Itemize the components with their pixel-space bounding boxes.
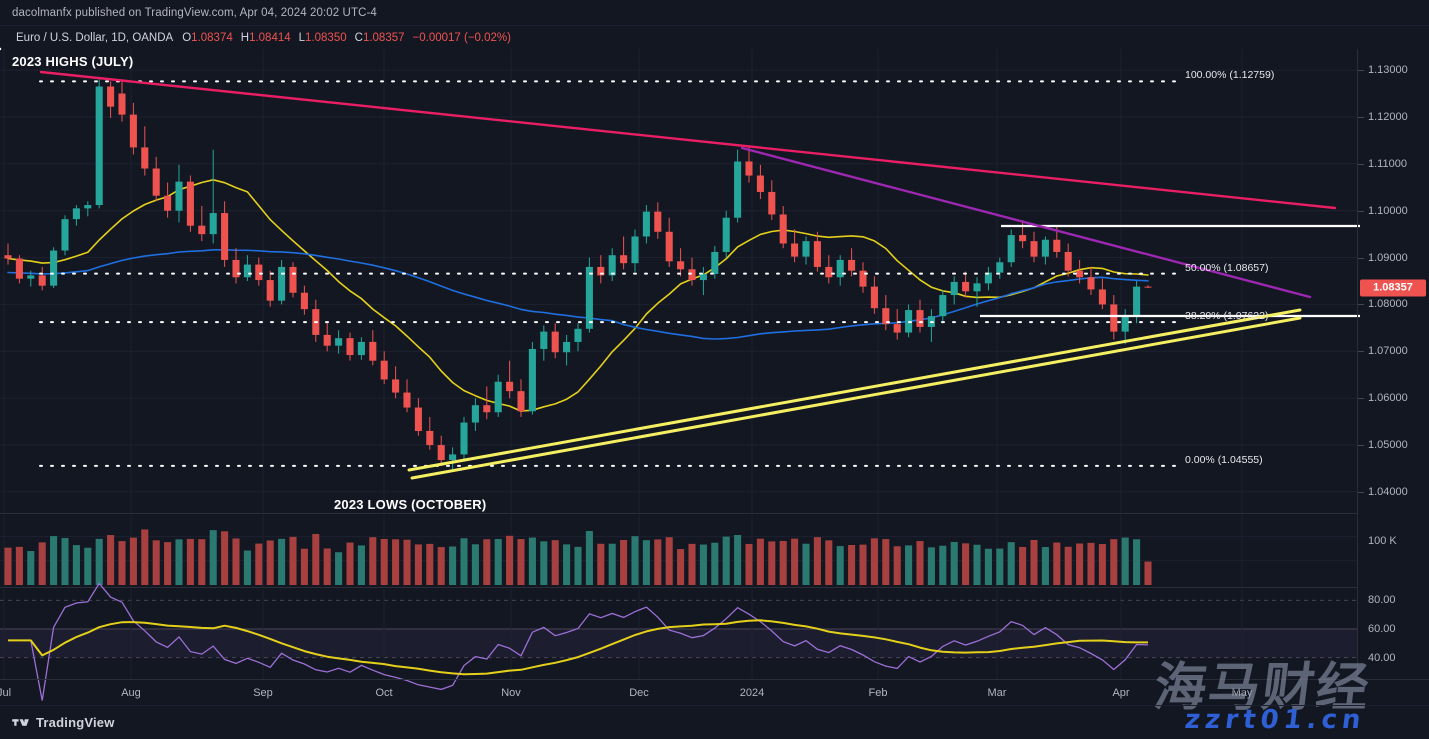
price-axis-tick-mark bbox=[1358, 257, 1364, 259]
price-axis-tick: 1.11000 bbox=[1368, 157, 1407, 170]
price-axis-tick: 1.08000 bbox=[1368, 298, 1408, 311]
fib-level-label: 50.00% (1.08657) bbox=[1185, 261, 1269, 274]
price-pane[interactable] bbox=[0, 47, 1360, 513]
time-axis-tick: Mar bbox=[987, 687, 1007, 699]
price-axis-tick-mark bbox=[1358, 304, 1364, 306]
price-axis-tick: 1.10000 bbox=[1368, 204, 1408, 217]
time-axis-tick: Aug bbox=[121, 687, 141, 699]
volume-chart-svg bbox=[0, 515, 1357, 587]
close-label: C bbox=[354, 31, 363, 44]
tradingview-brand: TradingView bbox=[36, 715, 115, 730]
volume-axis-tick: 100 K bbox=[1368, 535, 1397, 547]
price-axis-tick-mark bbox=[1358, 351, 1364, 353]
symbol-label[interactable]: Euro / U.S. Dollar, 1D, OANDA bbox=[16, 31, 174, 44]
low-value: 1.08350 bbox=[305, 31, 347, 44]
price-axis-tick: 1.06000 bbox=[1368, 392, 1408, 405]
publisher-bar: dacolmanfx published on TradingView.com,… bbox=[0, 0, 1429, 25]
price-axis-tick-mark bbox=[1358, 70, 1364, 72]
high-label: H bbox=[240, 31, 250, 44]
price-axis-tick-mark bbox=[1358, 491, 1364, 493]
time-axis-tick: Sep bbox=[253, 687, 273, 699]
pane-divider-2 bbox=[0, 587, 1357, 588]
price-axis-tick-mark bbox=[1358, 163, 1364, 165]
fib-level-label: 100.00% (1.12759) bbox=[1185, 69, 1275, 82]
rsi-axis-tick: 60.00 bbox=[1368, 623, 1396, 635]
price-axis-tick: 1.13000 bbox=[1368, 64, 1408, 77]
ohlc-legend[interactable]: Euro / U.S. Dollar, 1D, OANDA O 1.08374 … bbox=[0, 25, 1429, 49]
price-axis-tick-mark bbox=[1358, 445, 1364, 447]
close-value: 1.08357 bbox=[362, 31, 405, 44]
rsi-axis-tick: 80.00 bbox=[1368, 594, 1396, 607]
time-axis-tick: Apr bbox=[1112, 687, 1130, 699]
tradingview-logo-icon bbox=[12, 719, 29, 726]
lows-label: 2023 LOWS (OCTOBER) bbox=[334, 497, 487, 512]
footer-bar: TradingView bbox=[0, 705, 1429, 739]
time-axis-tick: Oct bbox=[375, 687, 393, 699]
time-axis-tick: Dec bbox=[629, 687, 649, 699]
price-axis-tick: 1.09000 bbox=[1368, 251, 1408, 264]
price-axis-tick: 1.12000 bbox=[1368, 110, 1408, 123]
price-axis-tick: 1.04000 bbox=[1368, 485, 1408, 498]
price-axis-tick-mark bbox=[1358, 398, 1364, 400]
high-value: 1.08414 bbox=[249, 31, 291, 44]
time-axis[interactable]: Jul Aug Sep Oct Nov Dec 2024 Feb Mar Apr May bbox=[0, 679, 1429, 705]
time-axis-tick: 2024 bbox=[739, 687, 765, 699]
publisher-text: dacolmanfx published on TradingView.com,… bbox=[12, 6, 377, 19]
time-axis-tick: May bbox=[1231, 687, 1253, 699]
pane-divider-1 bbox=[0, 513, 1357, 514]
open-value: 1.08374 bbox=[191, 31, 233, 44]
time-axis-tick: Feb bbox=[868, 687, 888, 699]
open-label: O bbox=[182, 31, 192, 44]
price-axis-tick: 1.05000 bbox=[1368, 439, 1408, 452]
current-price-tag[interactable]: 1.08357 bbox=[1360, 279, 1426, 297]
price-axis[interactable]: 1.13000 1.12000 1.11000 1.10000 1.09000 1.080… bbox=[1357, 49, 1429, 679]
time-axis-tick: Nov bbox=[501, 687, 521, 699]
price-axis-tick-mark bbox=[1358, 210, 1364, 212]
highs-label: 2023 HIGHS (JULY) bbox=[12, 54, 134, 69]
time-axis-tick: Jul bbox=[0, 687, 12, 699]
price-chart-svg bbox=[0, 47, 1360, 513]
rsi-axis-tick: 40.00 bbox=[1368, 651, 1396, 664]
fib-level-label: 0.00% (1.04555) bbox=[1185, 453, 1263, 466]
volume-pane[interactable] bbox=[0, 515, 1357, 587]
price-axis-tick-mark bbox=[1358, 116, 1364, 118]
price-axis-tick: 1.07000 bbox=[1368, 345, 1408, 358]
change-value: −0.00017 (−0.02%) bbox=[412, 31, 511, 44]
rsi-chart-svg bbox=[0, 582, 1357, 701]
rsi-pane[interactable] bbox=[0, 582, 1357, 701]
fib-level-label: 38.20% (1.07622) bbox=[1185, 310, 1269, 323]
low-label: L bbox=[298, 31, 306, 44]
